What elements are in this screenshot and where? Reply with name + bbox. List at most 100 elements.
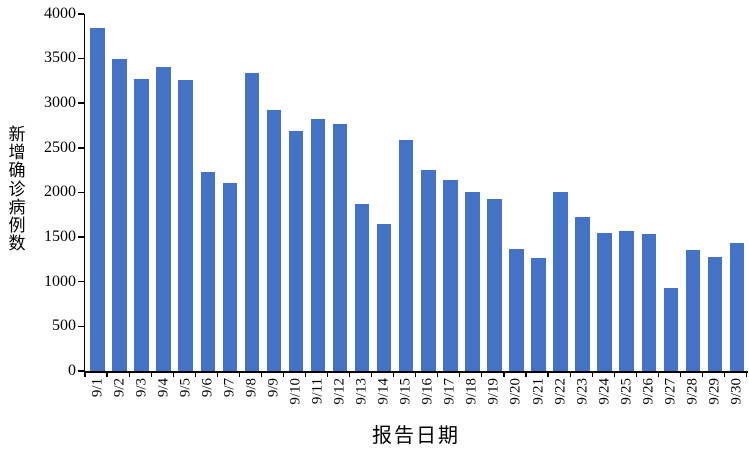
x-tick-label: 9/21 [530,378,547,405]
x-tick-label: 9/17 [441,378,458,405]
bar-9/24 [597,232,612,371]
x-tick-label: 9/1 [89,378,106,398]
bar-9/11 [310,119,326,371]
y-tick-label: 3500 [44,49,76,67]
x-tick-label: 9/5 [177,378,194,398]
x-tick-mark [635,372,637,377]
x-tick-label: 9/11 [309,378,326,405]
y-axis-title: 新增确诊病例数 [8,125,26,254]
bar-9/7 [222,182,238,371]
bar-9/29 [707,256,723,371]
x-tick-mark [172,372,174,377]
x-tick-mark [481,372,483,377]
y-tick-mark [77,147,84,149]
x-tick-label: 9/19 [485,378,502,405]
bar-9/5 [178,79,193,371]
y-tick-mark [77,13,84,15]
x-tick-label: 9/22 [552,378,569,405]
x-tick-mark [238,372,240,377]
y-tick-mark [77,370,84,372]
bar-9/20 [509,248,524,371]
x-tick-mark [503,372,505,377]
x-tick-label: 9/27 [662,378,679,405]
x-tick-mark [216,372,218,377]
x-tick-label: 9/20 [507,378,524,405]
x-tick-mark [393,372,395,377]
bar-9/23 [575,217,590,371]
y-tick-mark [77,236,84,238]
x-tick-mark [304,372,307,377]
y-tick-mark [77,280,84,283]
y-tick-mark [77,325,84,328]
bar-9/10 [288,130,304,371]
bar-9/12 [332,123,348,371]
x-tick-label: 9/9 [265,378,282,398]
x-tick-mark [569,372,571,377]
bar-9/27 [663,287,679,371]
bar-9/1 [90,28,105,371]
y-tick-mark [77,191,84,194]
bar-9/14 [376,223,392,371]
x-tick-label: 9/28 [684,378,701,405]
x-tick-mark [657,372,659,377]
x-tick-mark [194,372,196,377]
x-axis-line [83,371,748,373]
x-tick-mark [326,372,329,377]
x-tick-mark [371,372,373,377]
x-tick-mark [349,372,351,377]
x-tick-mark [437,372,439,377]
y-tick-label: 2000 [44,183,76,201]
x-tick-label: 9/16 [419,378,436,405]
x-tick-mark [128,372,130,377]
x-tick-label: 9/10 [287,378,304,405]
x-tick-mark [613,372,615,377]
x-tick-label: 9/30 [728,378,745,405]
bar-9/4 [156,67,171,371]
x-tick-label: 9/29 [706,378,723,405]
x-tick-label: 9/12 [331,378,348,405]
y-axis-line [83,13,85,373]
x-tick-mark [525,372,527,377]
bar-9/13 [354,204,370,371]
x-tick-label: 9/15 [397,378,414,405]
bar-9/19 [487,198,502,371]
y-tick-label: 2500 [44,138,76,156]
x-tick-mark [701,372,703,377]
bar-9/28 [685,249,701,371]
bar-9/17 [443,179,458,371]
y-tick-mark [77,102,84,104]
bar-9/2 [112,59,127,371]
bar-9/3 [134,78,149,371]
x-tick-mark [106,372,108,377]
x-tick-mark [150,372,152,377]
bar-9/26 [641,234,657,371]
x-tick-mark [723,372,726,377]
x-tick-label: 9/2 [111,378,128,398]
x-tick-mark [282,372,285,377]
bar-9/16 [421,170,436,371]
y-tick-label: 1500 [44,228,76,246]
y-tick-label: 500 [52,317,76,335]
x-axis-title: 报告日期 [372,425,460,447]
bar-9/30 [729,243,745,371]
x-tick-label: 9/26 [640,378,657,405]
x-tick-label: 9/13 [353,378,370,405]
x-tick-label: 9/23 [574,378,591,405]
bar-9/9 [266,110,282,371]
x-tick-label: 9/18 [463,378,480,405]
bar-9/25 [619,230,634,371]
y-tick-label: 3000 [44,94,76,112]
bar-9/6 [200,171,216,371]
x-tick-mark [547,372,549,377]
y-tick-label: 0 [68,362,76,379]
x-tick-mark [679,372,681,377]
x-tick-mark [415,372,417,377]
x-tick-label: 9/24 [596,378,613,405]
bar-9/22 [553,191,568,371]
bar-9/18 [465,192,480,371]
bar-9/21 [531,258,546,371]
x-tick-label: 9/3 [133,378,150,398]
x-tick-label: 9/7 [221,378,238,398]
